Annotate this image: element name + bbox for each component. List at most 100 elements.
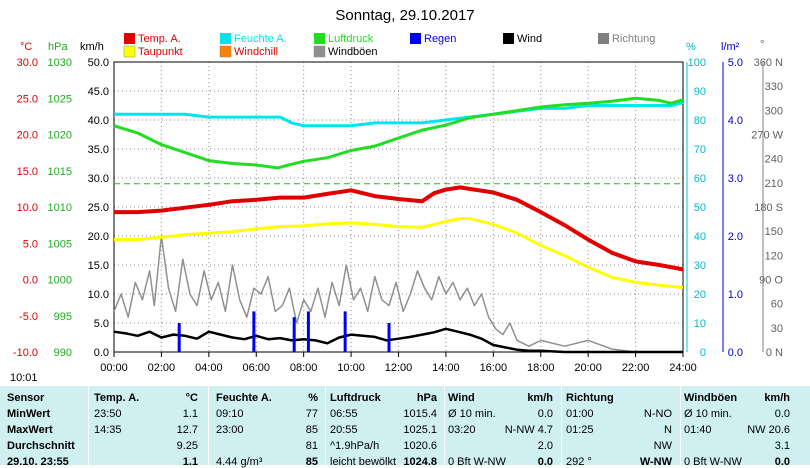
table-cell: 1024.8 bbox=[403, 456, 437, 468]
humidity-axis-tick: 30 bbox=[694, 260, 706, 272]
pressure-axis-tick: 1000 bbox=[48, 275, 72, 287]
wind-axis-tick: 35.0 bbox=[88, 144, 109, 156]
series-marks bbox=[113, 96, 684, 354]
humidity-unit: % bbox=[686, 41, 696, 53]
temp-axis-tick: 20.0 bbox=[17, 130, 38, 142]
direction-axis-tick: 210 bbox=[765, 178, 783, 190]
temp-axis-tick: -10.0 bbox=[13, 347, 38, 359]
table-cell: 06:55 bbox=[330, 408, 358, 420]
table-cell: Ø 10 min. bbox=[684, 408, 732, 420]
rain-bar bbox=[306, 311, 310, 352]
table-cell: Ø 10 min. bbox=[448, 408, 496, 420]
direction-axis-tick: 360 N bbox=[754, 57, 783, 69]
direction-axis-tick: 90 O bbox=[759, 275, 783, 287]
pressure-axis-tick: 1025 bbox=[48, 93, 72, 105]
rain-bar bbox=[387, 323, 391, 352]
direction-axis-tick: 300 bbox=[765, 105, 783, 117]
humidity-axis-tick: 90 bbox=[694, 86, 706, 98]
table-cell: 2.0 bbox=[537, 440, 553, 452]
table-cell: N-NW 4.7 bbox=[504, 424, 553, 436]
legend-swatch bbox=[123, 45, 136, 58]
temp-unit: °C bbox=[20, 41, 32, 53]
rain-axis-tick: 0.0 bbox=[728, 347, 743, 359]
table-cell: 1025.1 bbox=[403, 424, 437, 436]
table-cell: km/h bbox=[764, 392, 790, 404]
wind-axis-tick: 15.0 bbox=[88, 260, 109, 272]
table-cell: N-NO bbox=[643, 408, 672, 420]
table-separator bbox=[680, 386, 681, 465]
legend-label: Luftdruck bbox=[328, 33, 374, 45]
table-cell: 1015.4 bbox=[403, 408, 437, 420]
temp-axis-tick: 0.0 bbox=[23, 275, 38, 287]
table-cell: hPa bbox=[416, 392, 437, 404]
rain-bar bbox=[177, 323, 181, 352]
wind-axis-tick: 5.0 bbox=[94, 318, 109, 330]
grid bbox=[113, 61, 764, 353]
table-cell: 1.1 bbox=[182, 456, 198, 468]
table-cell: 0.0 bbox=[774, 456, 790, 468]
table-cell: 81 bbox=[305, 440, 318, 452]
direction-axis-tick: 330 bbox=[765, 81, 783, 93]
table-cell: 09:10 bbox=[216, 408, 244, 420]
table-cell: °C bbox=[185, 392, 198, 404]
x-tick: 18:00 bbox=[527, 362, 555, 372]
table-cell: 23:50 bbox=[94, 408, 122, 420]
wind-axis-tick: 30.0 bbox=[88, 173, 109, 185]
direction-axis-tick: 180 S bbox=[754, 202, 783, 214]
table-separator bbox=[88, 386, 89, 465]
temp-axis-tick: 15.0 bbox=[17, 166, 38, 178]
direction-axis-tick: 120 bbox=[765, 250, 783, 262]
table-cell: ^1.9hPa/h bbox=[330, 440, 380, 452]
table-cell: 85 bbox=[305, 456, 318, 468]
legend-swatch bbox=[598, 33, 609, 44]
wind-axis-tick: 20.0 bbox=[88, 231, 109, 243]
pressure-axis-tick: 1020 bbox=[48, 130, 72, 142]
series-line-luftdruck bbox=[113, 96, 684, 170]
wind-axis-tick: 40.0 bbox=[88, 115, 109, 127]
x-tick: 10:00 bbox=[337, 362, 365, 372]
x-tick: 12:00 bbox=[385, 362, 413, 372]
pressure-axis-tick: 1010 bbox=[48, 202, 72, 214]
table-cell: Sensor bbox=[7, 392, 45, 404]
table-cell: MinWert bbox=[7, 408, 51, 420]
table-cell: 01:25 bbox=[566, 424, 594, 436]
legend-swatch bbox=[220, 33, 231, 44]
table-cell: 1020.6 bbox=[403, 440, 437, 452]
table-cell: Durchschnitt bbox=[7, 440, 75, 452]
wind-unit: km/h bbox=[80, 41, 104, 53]
table-cell: Richtung bbox=[566, 392, 614, 404]
humidity-axis-tick: 100 bbox=[688, 57, 706, 69]
table-cell: 12.7 bbox=[176, 424, 198, 436]
pressure-axis-tick: 990 bbox=[54, 347, 72, 359]
series-line-temp-a- bbox=[114, 185, 684, 272]
series-line-wind bbox=[113, 327, 683, 354]
table-cell: 1.1 bbox=[182, 408, 198, 420]
pressure-unit: hPa bbox=[48, 41, 68, 53]
temp-axis-tick: -5.0 bbox=[19, 311, 38, 323]
table-cell: 3.1 bbox=[774, 440, 790, 452]
pressure-axis-tick: 1030 bbox=[48, 57, 72, 69]
table-cell: 77 bbox=[305, 408, 318, 420]
table-cell: N bbox=[664, 424, 672, 436]
wind-axis-tick: 50.0 bbox=[88, 57, 109, 69]
table-cell: 9.25 bbox=[176, 440, 198, 452]
legend-label: Taupunkt bbox=[138, 46, 183, 58]
legend-label: Richtung bbox=[612, 33, 655, 45]
humidity-axis-tick: 10 bbox=[694, 318, 706, 330]
legend-swatch bbox=[410, 33, 421, 44]
chart-title: Sonntag, 29.10.2017 bbox=[335, 7, 474, 24]
table-cell: 292 ° bbox=[566, 456, 592, 468]
table-cell: 29.10. 23:55 bbox=[7, 456, 69, 468]
pressure-axis-tick: 1015 bbox=[48, 166, 72, 178]
direction-axis-tick: 30 bbox=[771, 323, 783, 335]
temp-axis-tick: 30.0 bbox=[17, 57, 38, 69]
rain-axis-tick: 5.0 bbox=[728, 57, 743, 69]
x-tick: 24:00 bbox=[669, 362, 697, 372]
table-separator bbox=[208, 386, 209, 465]
direction-axis-tick: 60 bbox=[771, 299, 783, 311]
x-tick: 14:00 bbox=[432, 362, 460, 372]
series-line-taupunkt bbox=[114, 217, 684, 289]
temp-axis-tick: 25.0 bbox=[17, 93, 38, 105]
legend-label: Temp. A. bbox=[138, 33, 181, 45]
table-cell: Windböen bbox=[684, 392, 738, 404]
